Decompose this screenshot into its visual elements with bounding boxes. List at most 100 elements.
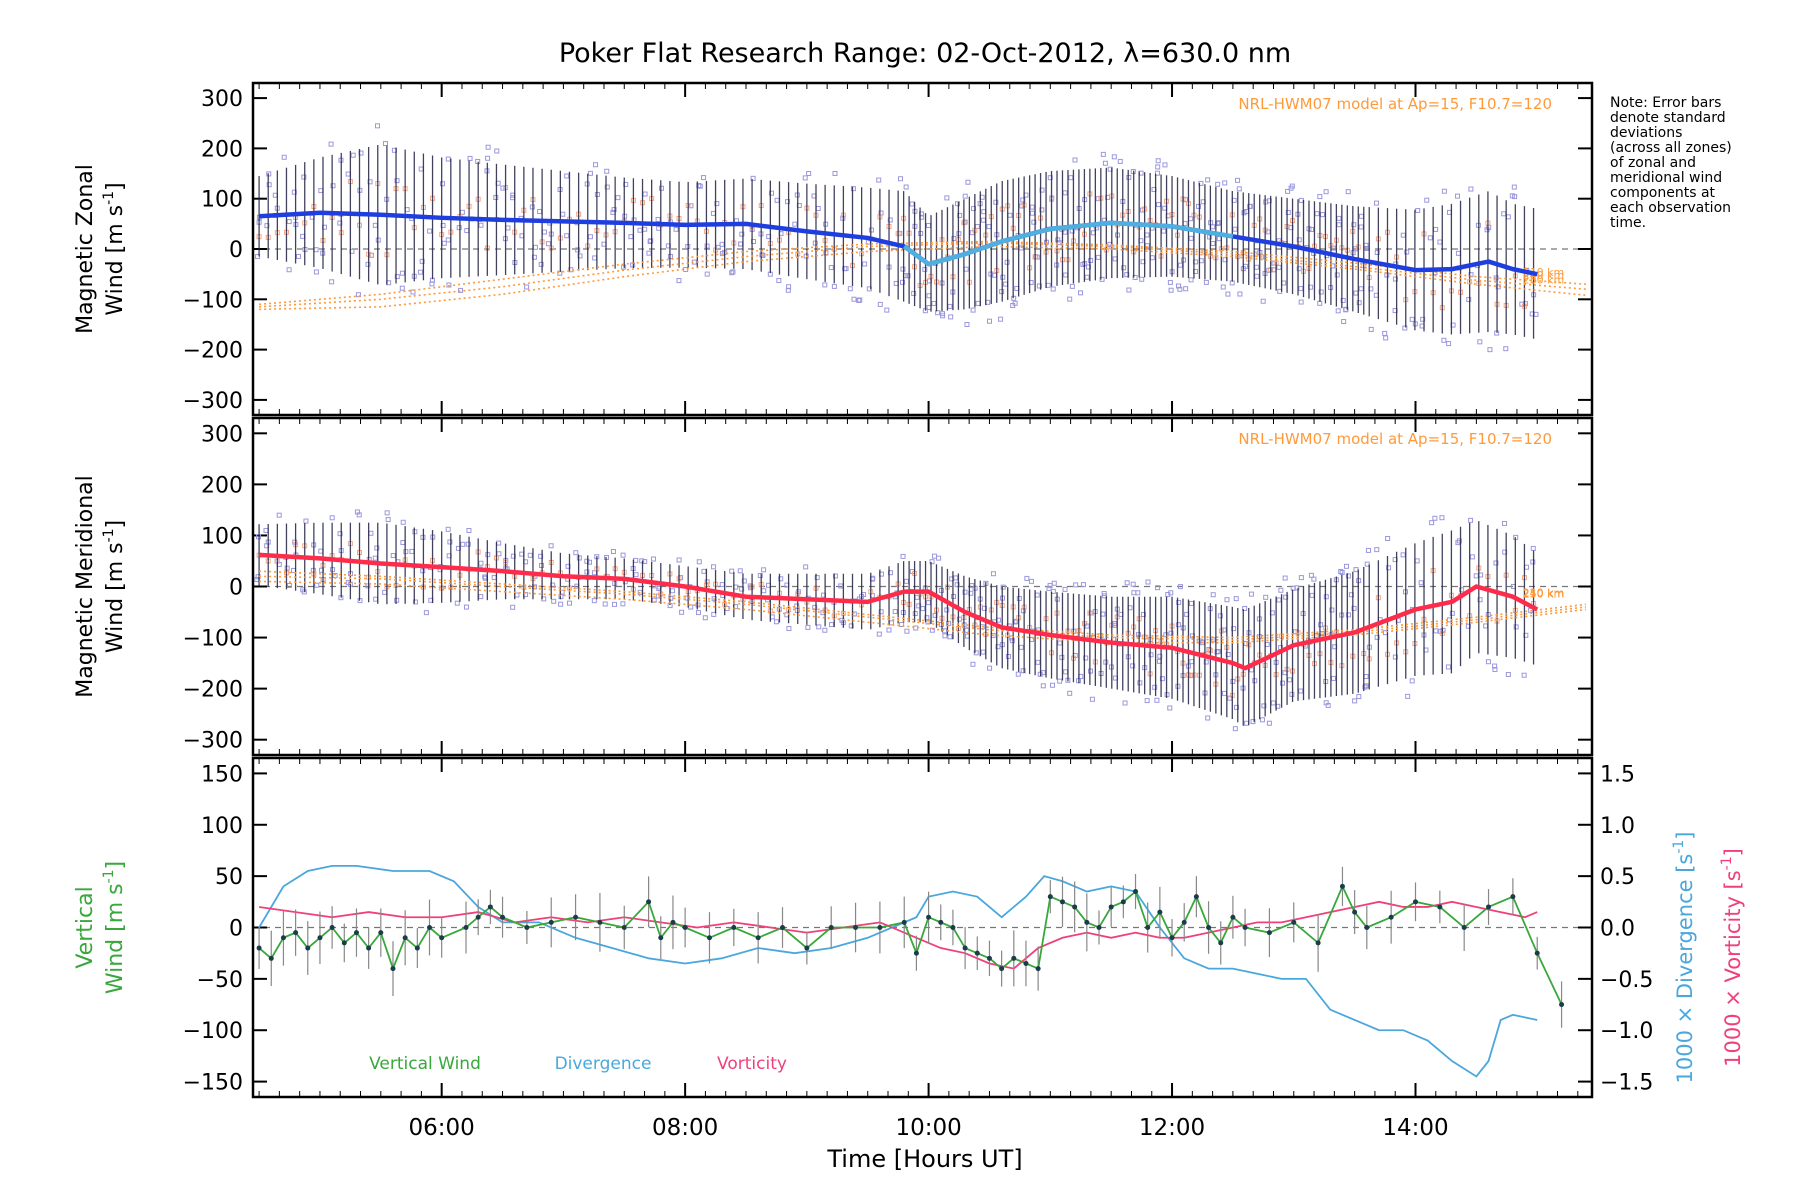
zone-point (1511, 184, 1517, 190)
zone-point (947, 303, 953, 309)
y-axis-label-line1: Magnetic Meridional (73, 475, 98, 697)
zone-point (1338, 568, 1344, 574)
zone-point (1276, 597, 1282, 603)
legend-entry: Vorticity (717, 1054, 787, 1074)
zone-point (584, 569, 590, 575)
zone-point (1530, 545, 1536, 551)
zone-point (575, 247, 581, 253)
zone-point (1242, 605, 1248, 611)
zone-point (1456, 538, 1462, 544)
zone-point (337, 531, 343, 537)
zone-point (390, 553, 396, 559)
vertical-wind-point (573, 914, 579, 920)
zone-point (1047, 175, 1053, 181)
zone-point (272, 192, 278, 198)
vertical-wind-point (1559, 1002, 1565, 1008)
vertical-wind-point (1534, 950, 1540, 956)
zone-point (1298, 286, 1304, 292)
zone-point (1057, 678, 1063, 684)
zone-point (633, 572, 639, 578)
vertical-wind-point (1011, 955, 1017, 961)
vertical-wind-point (1412, 899, 1418, 905)
zone-point (1468, 517, 1474, 523)
zone-point (1221, 627, 1227, 633)
zone-point (964, 322, 970, 328)
zone-point (1144, 232, 1150, 238)
vertical-wind-point (1157, 909, 1163, 915)
zone-point (792, 221, 798, 227)
model-curve (259, 575, 1587, 641)
y-tick-label: 200 (201, 473, 243, 498)
zone-point (1353, 290, 1359, 296)
zonal-wind-line-segment (902, 220, 1234, 267)
zone-point (1155, 158, 1161, 164)
zone-point (1483, 623, 1489, 629)
zone-point (1078, 290, 1084, 296)
zone-point (1278, 587, 1284, 593)
zone-point (925, 600, 931, 606)
zone-point (1089, 696, 1095, 702)
zone-point (1400, 552, 1406, 558)
vertical-wind-point (646, 899, 652, 905)
zone-point (314, 582, 320, 588)
zone-point (385, 517, 391, 523)
zone-point (1477, 597, 1483, 603)
zone-point (1135, 590, 1141, 596)
zone-point (1320, 212, 1326, 218)
zone-point (621, 264, 627, 270)
zone-point (1404, 249, 1410, 255)
zone-point (1260, 298, 1266, 304)
zone-point (493, 195, 499, 201)
zone-point (1126, 287, 1132, 293)
zone-point (1210, 592, 1216, 598)
zone-point (884, 307, 890, 313)
zone-point (399, 270, 405, 276)
zone-point (1243, 641, 1249, 647)
vertical-wind-point (366, 945, 372, 951)
note-line: time. (1610, 215, 1647, 231)
y2-tick-label: −1.0 (1600, 1019, 1653, 1044)
zone-point (900, 266, 906, 272)
zone-point (373, 596, 379, 602)
zone-point (862, 261, 868, 267)
zone-point (1235, 177, 1241, 183)
zone-point (1162, 162, 1168, 168)
zone-point (394, 178, 400, 184)
zone-point (710, 210, 716, 216)
zone-point (1415, 208, 1421, 214)
zone-point (1424, 197, 1430, 203)
zone-point (1363, 683, 1369, 689)
zone-point (1163, 632, 1169, 638)
zone-point (1177, 286, 1183, 292)
vertical-wind-point (390, 966, 396, 972)
zone-point (962, 219, 968, 225)
zone-point (1466, 297, 1472, 303)
zone-point (1409, 678, 1415, 684)
zone-point (1318, 622, 1324, 628)
zone-point (1402, 325, 1408, 331)
model-height-label: 240 km (1523, 587, 1565, 600)
vertical-wind-point (329, 925, 335, 930)
zone-point (704, 271, 710, 277)
zone-point (1259, 717, 1265, 723)
zone-point (1232, 226, 1238, 232)
error-bars (258, 521, 1535, 726)
zone-point (494, 148, 500, 154)
zone-point (1455, 193, 1461, 199)
vertical-wind-point (317, 935, 323, 941)
divergence-axis-label: 1000 × Divergence [s-1] (1671, 831, 1697, 1083)
zone-point (975, 300, 981, 306)
zone-point (1167, 705, 1173, 711)
zone-point (1468, 186, 1474, 192)
zone-point (1210, 240, 1216, 246)
zone-point (1503, 346, 1509, 352)
vorticity-axis-label-sup: -1 (1719, 856, 1735, 870)
zone-point (1384, 272, 1390, 278)
zone-point (1029, 204, 1035, 210)
vertical-wind-point (853, 925, 859, 930)
zone-point (286, 219, 292, 225)
zone-point (704, 243, 710, 249)
vorticity-axis-label: 1000 × Vorticity [s-1] (1719, 848, 1745, 1067)
zone-point (576, 555, 582, 561)
zone-point (704, 579, 710, 585)
